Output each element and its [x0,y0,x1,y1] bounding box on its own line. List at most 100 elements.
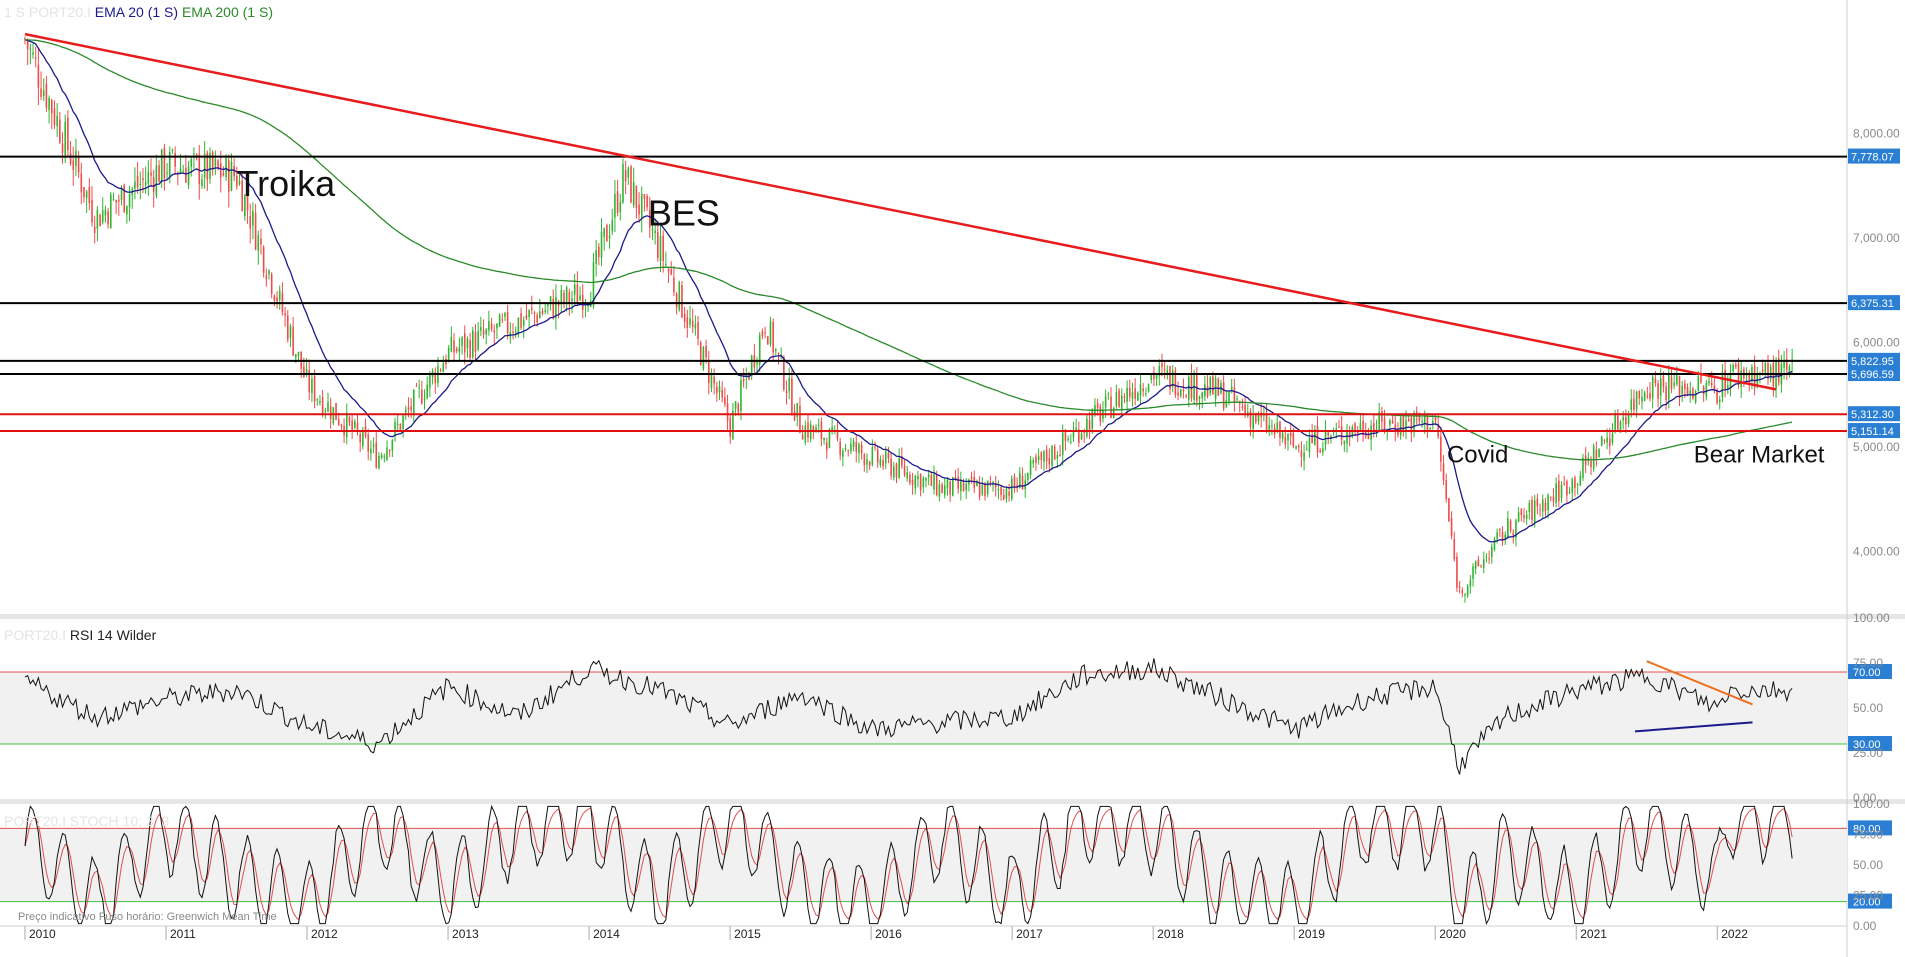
candle-body [673,277,675,293]
candle-body [174,152,176,167]
legend: PORT20.I STOCH 10; 3; 3 [4,813,169,829]
legend-rsi[interactable]: RSI 14 Wilder [70,627,157,643]
candle-body [1654,378,1657,383]
candle-body [1190,375,1193,399]
candle-body [1611,433,1614,443]
candle-body [799,405,801,433]
candle-body [362,430,364,447]
candle-body [740,379,742,412]
candle-body [1035,456,1037,464]
candle-body [311,378,313,393]
candle-body [1544,502,1547,512]
legend-ema200[interactable]: EMA 200 (1 S) [182,4,273,20]
candle-body [386,447,388,460]
candle-body [1659,378,1662,396]
candle-body [863,454,866,465]
candle-body [565,287,568,302]
candle-body [1598,448,1600,458]
candle-body [1571,479,1574,493]
level-badge [1848,406,1900,422]
candle-body [766,336,769,345]
candle-body [868,461,871,466]
candle-body [123,184,125,213]
candle-body [1316,425,1319,453]
down-trendline[interactable] [24,32,1777,391]
candle-body [1509,520,1512,531]
candle-body [1700,374,1702,383]
candle-body [573,284,576,295]
panel-separator[interactable] [0,799,1905,804]
candle-body [823,438,825,441]
candle-body [158,165,160,182]
ema200-line [24,39,1793,461]
candle-body [962,482,965,492]
candle-body [1646,395,1649,397]
candle-body [34,57,37,59]
candle-body [1032,460,1035,464]
candle-body [1568,492,1571,494]
panel-separator[interactable] [0,614,1905,619]
candle-body [96,209,99,229]
candle-body [402,415,404,429]
rsi-divergence-bottom[interactable] [1634,721,1753,733]
candle-body [1681,385,1683,394]
candle-body [77,156,80,173]
candle-body [128,194,131,208]
candle-body [775,349,777,351]
candle-body [694,324,697,329]
candle-body [1423,413,1426,424]
candle-body [1297,445,1300,448]
candle-body [579,295,581,301]
candle-body [284,313,286,316]
candle-body [168,152,171,177]
candle-body [651,228,654,231]
x-tick-label: 2020 [1439,927,1466,941]
candle-body [1740,370,1742,388]
candle-body [536,315,538,323]
candle-body [442,362,445,373]
candle-body [450,336,453,352]
candle-body [1735,364,1737,367]
candle-body [973,476,976,488]
candle-body [297,352,300,356]
candle-body [458,347,461,352]
candle-body [329,406,332,419]
candle-body [1536,498,1539,507]
candle-body [1748,374,1751,381]
candle-body [1480,565,1482,567]
candle-body [477,330,479,350]
candle-body [1769,366,1772,379]
candle-body [1705,382,1708,397]
candle-body [686,317,689,328]
annotation-troika: Troika [237,163,337,204]
legend-stoch[interactable]: STOCH 10; 3; 3 [70,813,170,829]
candle-body [217,160,219,169]
candle-body [1126,388,1128,402]
candle-body [1314,429,1316,445]
candle-body [1147,384,1150,392]
candle-body [619,202,622,212]
candle-body [80,173,83,193]
candle-body [1086,418,1088,437]
rsi-divergence-top[interactable] [1646,660,1753,706]
candle-body [807,422,809,438]
candle-body [1016,485,1018,488]
candle-body [825,442,828,451]
x-tick-label: 2016 [875,927,902,941]
candle-body [321,396,324,415]
candle-body [67,117,69,150]
candle-body [890,458,892,476]
candle-body [627,167,630,178]
candle-body [1196,373,1198,402]
legend-ema20[interactable]: EMA 20 (1 S) [95,4,182,20]
candle-body [410,406,412,411]
candle-body [1131,392,1134,399]
candle-body [101,210,104,223]
candle-body [337,419,340,425]
candle-body [812,425,815,432]
candle-body [1627,414,1630,425]
candle-body [461,337,463,346]
candle-body [874,446,876,448]
candle-body [490,323,493,330]
